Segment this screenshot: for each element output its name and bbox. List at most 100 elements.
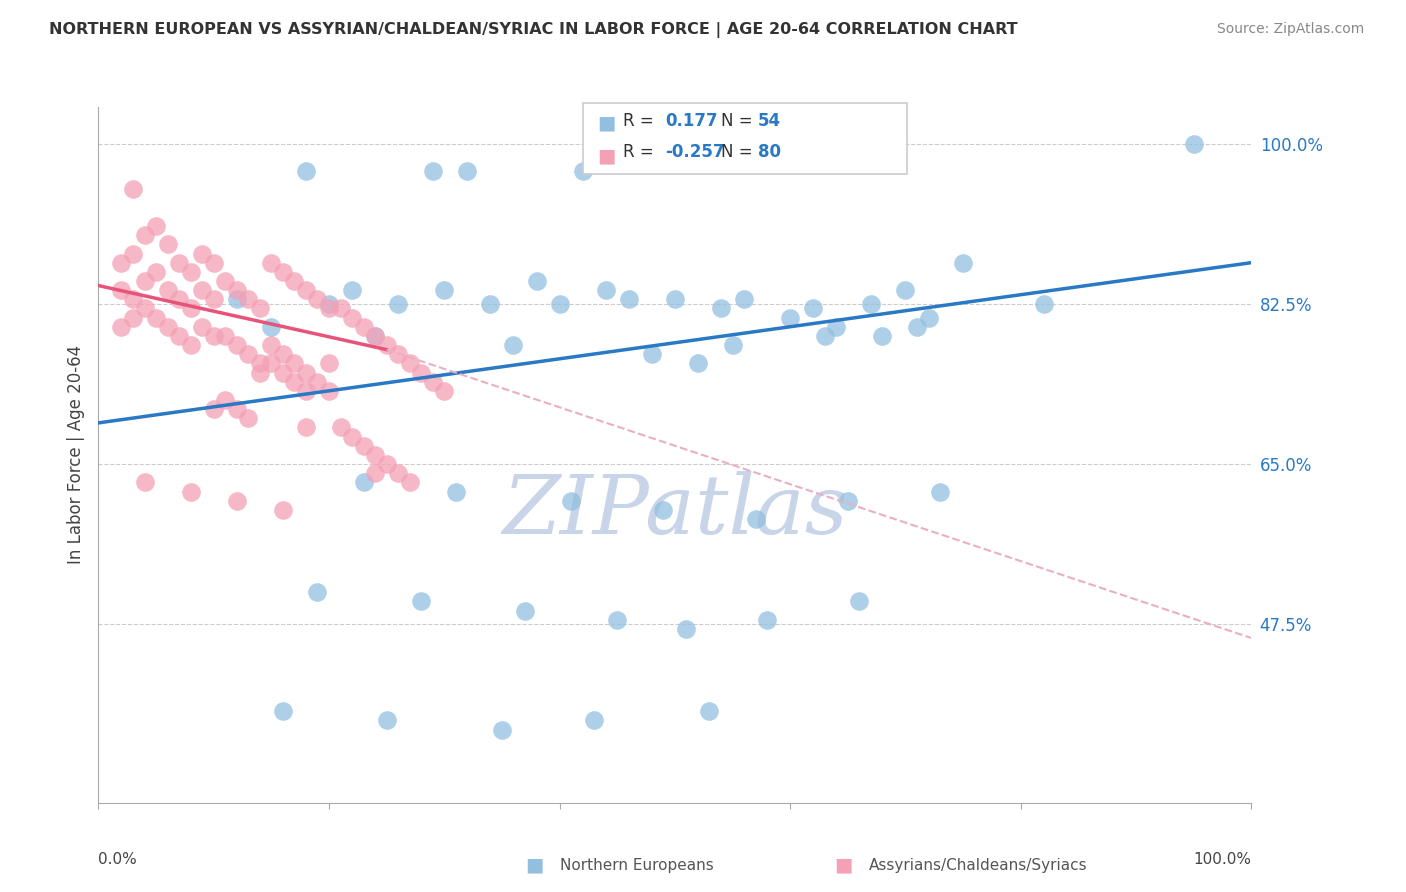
Point: [929, 484, 952, 499]
Point: [307, 375, 329, 389]
Point: [225, 283, 247, 297]
Text: R =: R =: [623, 144, 659, 161]
Point: [571, 164, 593, 178]
Point: [1182, 136, 1205, 151]
Point: [387, 347, 409, 361]
Point: [422, 164, 444, 178]
Point: [825, 319, 848, 334]
Point: [238, 411, 260, 425]
Point: [329, 301, 352, 316]
Point: [307, 293, 329, 307]
Point: [214, 274, 236, 288]
Point: [156, 319, 179, 334]
Point: [872, 329, 894, 343]
Point: [433, 283, 456, 297]
Text: N =: N =: [721, 144, 758, 161]
Point: [491, 723, 513, 737]
Text: N =: N =: [721, 112, 758, 129]
Point: [398, 475, 420, 490]
Point: [145, 310, 167, 325]
Point: [340, 310, 363, 325]
Point: [307, 585, 329, 599]
Point: [502, 338, 524, 352]
Point: [583, 714, 606, 728]
Point: [364, 329, 387, 343]
Point: [456, 164, 478, 178]
Point: [283, 274, 305, 288]
Point: [271, 347, 294, 361]
Point: [249, 301, 271, 316]
Text: 54: 54: [758, 112, 780, 129]
Point: [202, 293, 225, 307]
Point: [122, 310, 145, 325]
Point: [122, 182, 145, 196]
Point: [110, 283, 132, 297]
Point: [191, 246, 214, 260]
Point: [675, 622, 697, 636]
Point: [641, 347, 664, 361]
Point: [387, 297, 409, 311]
Point: [260, 255, 283, 269]
Point: [318, 297, 340, 311]
Text: Assyrians/Chaldeans/Syriacs: Assyrians/Chaldeans/Syriacs: [869, 858, 1087, 872]
Point: [110, 319, 132, 334]
Point: [156, 283, 179, 297]
Point: [422, 375, 444, 389]
Point: [548, 297, 571, 311]
Point: [134, 301, 156, 316]
Point: [848, 594, 870, 608]
Point: [952, 255, 974, 269]
Point: [122, 293, 145, 307]
Point: [167, 293, 190, 307]
Point: [283, 356, 305, 370]
Point: [260, 319, 283, 334]
Point: [260, 356, 283, 370]
Point: [801, 301, 824, 316]
Point: [433, 384, 456, 398]
Point: [145, 265, 167, 279]
Point: [353, 439, 375, 453]
Point: [329, 420, 352, 434]
Point: [202, 329, 225, 343]
Point: [225, 402, 247, 417]
Point: [756, 613, 779, 627]
Point: [295, 164, 318, 178]
Point: [225, 338, 247, 352]
Text: 80: 80: [758, 144, 780, 161]
Point: [214, 392, 236, 407]
Point: [191, 319, 214, 334]
Point: [364, 329, 387, 343]
Point: [411, 594, 433, 608]
Point: [905, 319, 928, 334]
Point: [894, 283, 917, 297]
Point: [699, 704, 721, 718]
Point: [375, 338, 398, 352]
Text: ■: ■: [524, 855, 544, 875]
Point: [283, 375, 305, 389]
Point: [375, 714, 398, 728]
Point: [238, 293, 260, 307]
Point: [364, 448, 387, 462]
Point: [375, 457, 398, 471]
Point: [560, 493, 582, 508]
Text: ■: ■: [598, 113, 616, 132]
Point: [318, 301, 340, 316]
Y-axis label: In Labor Force | Age 20-64: In Labor Force | Age 20-64: [66, 345, 84, 565]
Point: [340, 429, 363, 443]
Point: [444, 484, 467, 499]
Point: [364, 467, 387, 481]
Point: [398, 356, 420, 370]
Point: [353, 319, 375, 334]
Point: [686, 356, 709, 370]
Point: [318, 384, 340, 398]
Text: NORTHERN EUROPEAN VS ASSYRIAN/CHALDEAN/SYRIAC IN LABOR FORCE | AGE 20-64 CORRELA: NORTHERN EUROPEAN VS ASSYRIAN/CHALDEAN/S…: [49, 22, 1018, 38]
Point: [606, 613, 628, 627]
Point: [526, 274, 548, 288]
Text: 100.0%: 100.0%: [1194, 852, 1251, 866]
Point: [652, 503, 675, 517]
Text: Northern Europeans: Northern Europeans: [560, 858, 713, 872]
Point: [318, 356, 340, 370]
Point: [145, 219, 167, 233]
Point: [744, 512, 766, 526]
Point: [779, 310, 801, 325]
